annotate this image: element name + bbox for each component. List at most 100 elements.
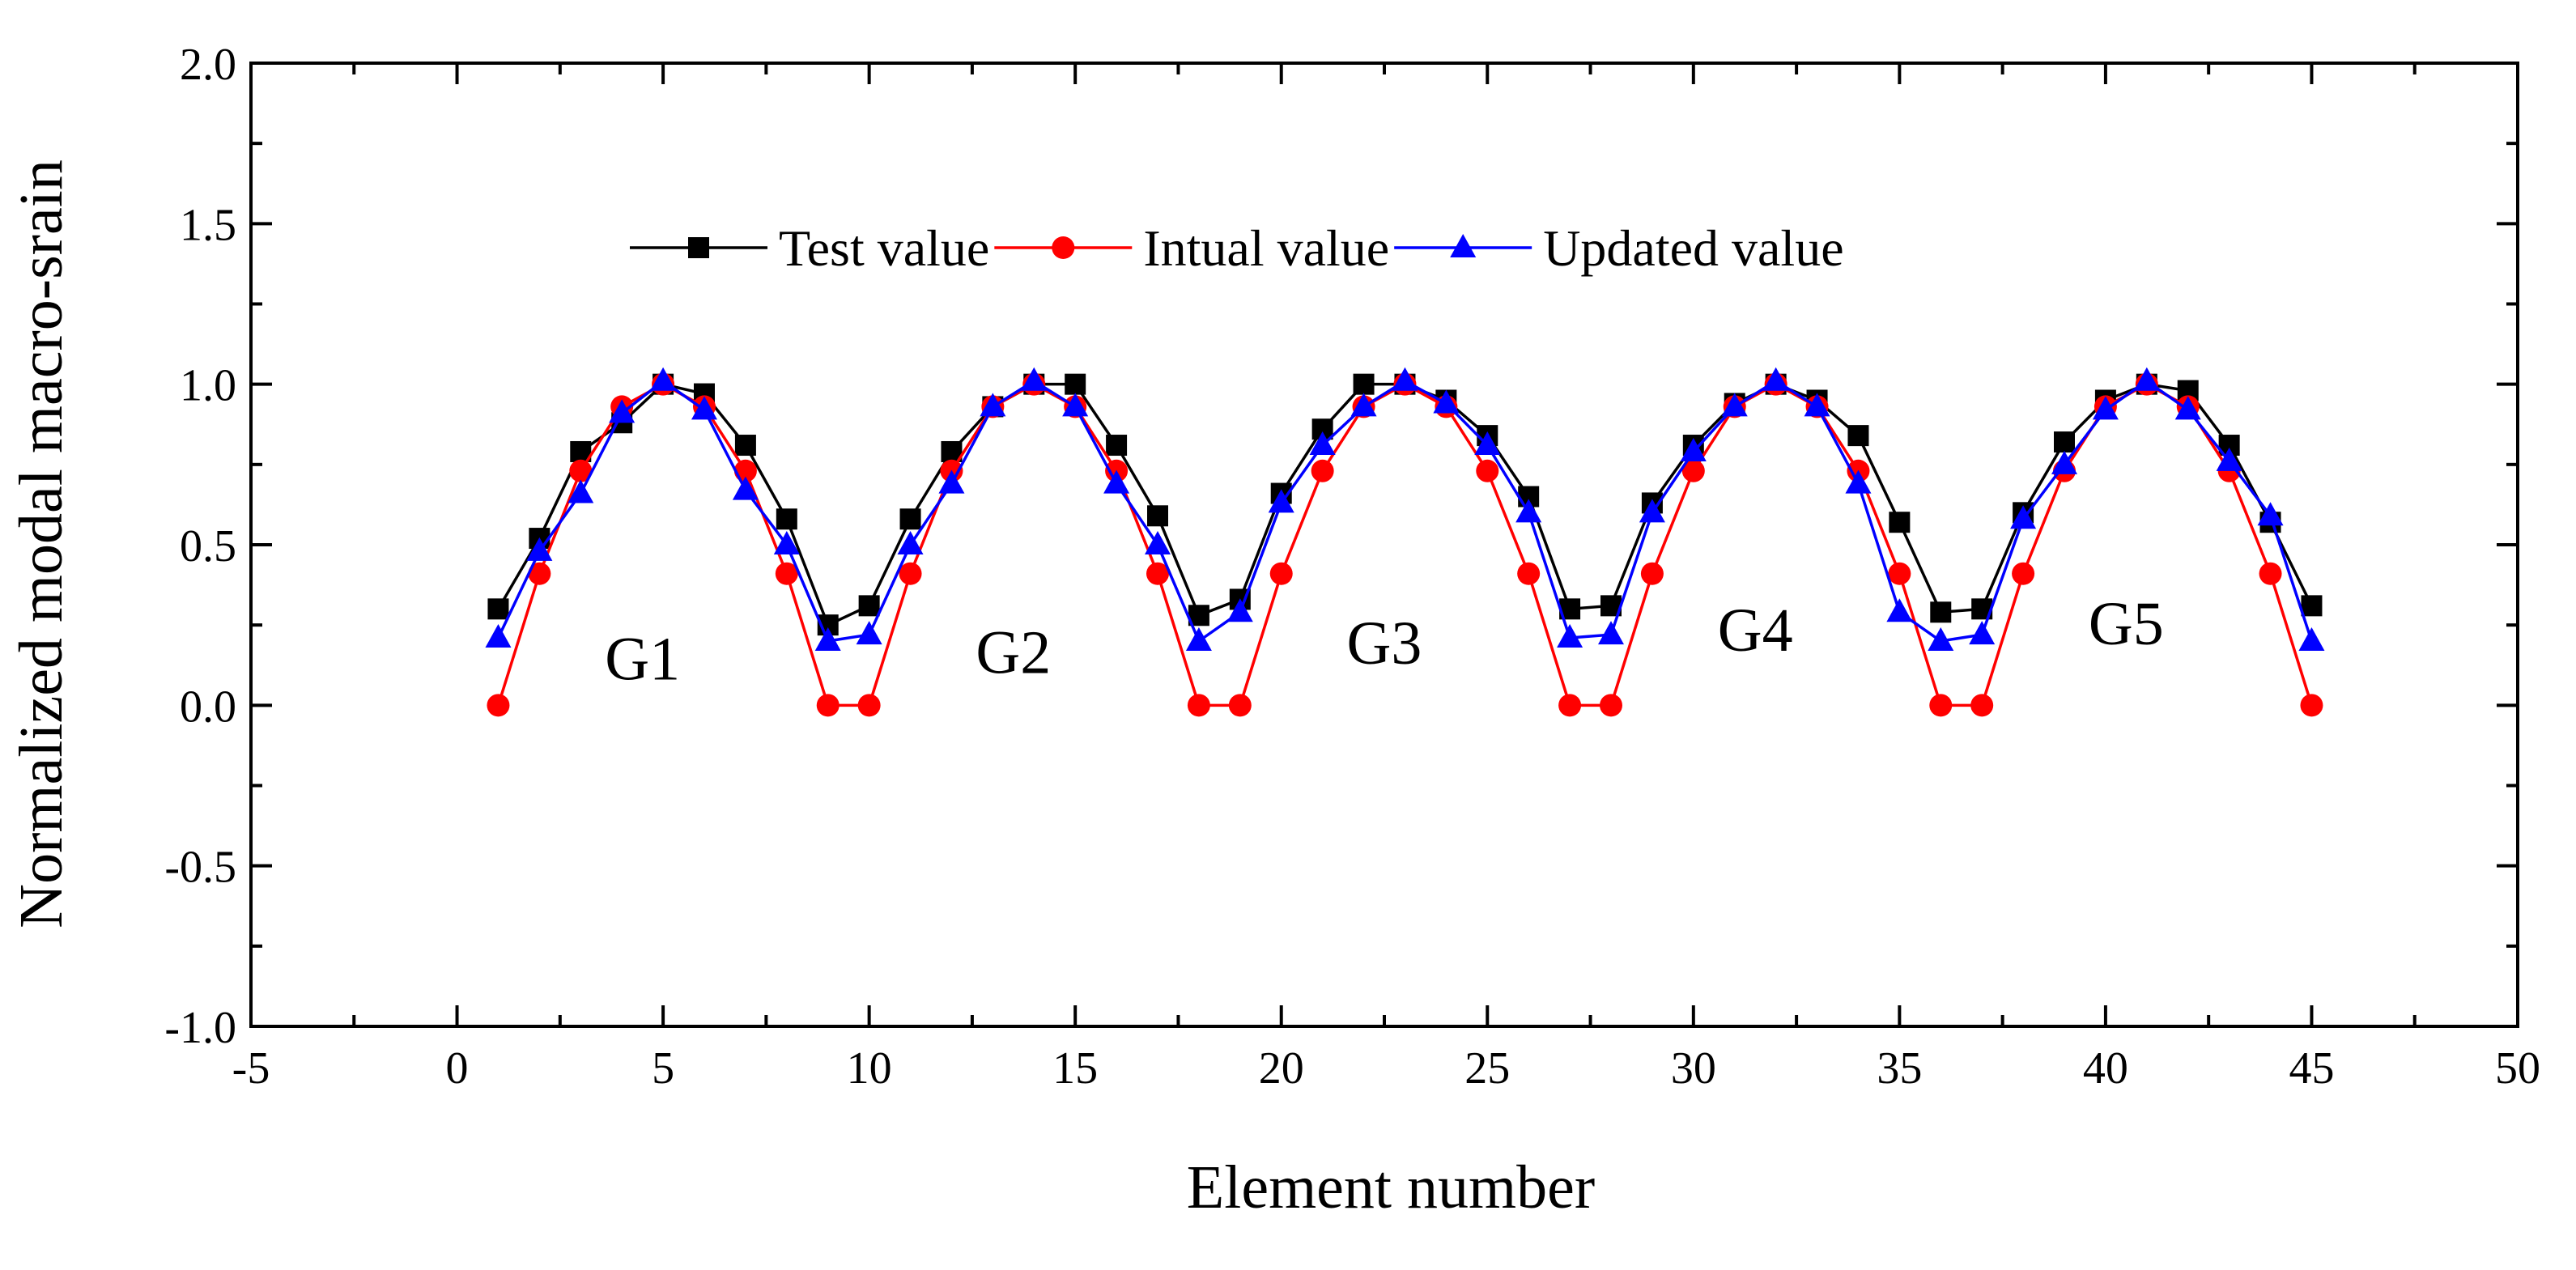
data-point-updated-value — [1309, 431, 1336, 456]
legend-item-test-value: Test value — [630, 219, 989, 277]
series-line-test-value — [496, 382, 2314, 627]
data-point-updated-value — [691, 396, 717, 420]
data-point-intual-value — [1146, 562, 1169, 585]
data-point-test-value — [2054, 431, 2075, 453]
data-point-updated-value — [1804, 393, 1830, 417]
data-point-updated-value — [2174, 396, 2201, 420]
data-point-test-value — [734, 435, 756, 457]
legend-label-test-value: Test value — [779, 219, 989, 277]
data-point-updated-value — [2133, 367, 2160, 391]
data-point-updated-value — [2051, 450, 2077, 474]
y-tick-label: -1.0 — [164, 1003, 236, 1053]
y-axis-title: Normalized modal macro-srain — [7, 159, 75, 928]
data-point-updated-value — [773, 531, 800, 554]
y-tick-label: 2.0 — [180, 40, 236, 90]
series-line-updated-value — [496, 379, 2314, 643]
x-axis-title: Element number — [1187, 1153, 1595, 1221]
data-point-test-value — [776, 508, 797, 530]
data-point-intual-value — [1311, 459, 1334, 482]
data-point-test-value — [2301, 595, 2323, 617]
y-tick-label: 0.0 — [180, 682, 236, 732]
x-tick-label: 0 — [446, 1043, 469, 1094]
data-point-test-value — [858, 595, 880, 617]
data-point-updated-value — [1145, 531, 1171, 554]
data-point-intual-value — [1640, 562, 1664, 585]
data-point-intual-value — [1517, 562, 1541, 585]
data-point-updated-value — [609, 399, 635, 423]
data-point-test-value — [1847, 425, 1869, 447]
data-point-updated-value — [1021, 367, 1048, 391]
data-point-updated-value — [485, 624, 512, 648]
data-point-test-value — [1147, 505, 1168, 527]
data-point-updated-value — [1268, 489, 1294, 513]
x-tick-label: 5 — [652, 1043, 674, 1094]
data-point-updated-value — [2092, 396, 2119, 420]
data-point-intual-value — [1476, 459, 1499, 482]
data-point-updated-value — [732, 476, 759, 500]
series-layer — [485, 367, 2325, 717]
group-label-g3: G3 — [1347, 610, 1422, 677]
data-point-intual-value — [775, 562, 798, 585]
legend: Test value Intual value Updated value — [630, 219, 1844, 277]
data-point-updated-value — [1185, 627, 1212, 651]
data-point-intual-value — [2012, 562, 2035, 585]
data-point-test-value — [899, 508, 921, 530]
group-label-g1: G1 — [605, 626, 680, 694]
data-point-test-value — [1106, 435, 1128, 457]
legend-item-updated-value: Updated value — [1394, 219, 1844, 277]
data-point-updated-value — [1845, 469, 1872, 494]
x-tick-label: -5 — [232, 1043, 270, 1094]
data-point-updated-value — [1350, 393, 1377, 417]
data-point-intual-value — [487, 694, 510, 717]
y-tick-label: -0.5 — [164, 843, 236, 893]
data-point-updated-value — [1557, 624, 1583, 648]
data-point-intual-value — [2259, 562, 2282, 585]
data-point-updated-value — [1226, 598, 1253, 622]
data-point-intual-value — [1228, 694, 1252, 717]
data-point-updated-value — [938, 469, 965, 494]
legend-marker-intual-value — [1052, 236, 1075, 259]
data-point-intual-value — [1600, 694, 1622, 717]
x-tick-label: 40 — [2083, 1043, 2128, 1094]
data-point-updated-value — [2216, 447, 2242, 471]
data-point-intual-value — [1681, 459, 1705, 482]
x-tick-label: 45 — [2289, 1043, 2334, 1094]
data-point-test-value — [1065, 373, 1086, 395]
data-point-intual-value — [899, 562, 922, 585]
data-point-updated-value — [856, 621, 882, 645]
data-point-updated-value — [897, 531, 924, 554]
data-point-updated-value — [814, 627, 841, 651]
group-label-g2: G2 — [976, 619, 1051, 687]
data-point-updated-value — [1103, 469, 1130, 494]
x-tick-label: 50 — [2495, 1043, 2540, 1094]
data-point-test-value — [487, 598, 509, 620]
data-point-updated-value — [1639, 499, 1665, 523]
data-point-updated-value — [1392, 367, 1418, 391]
data-point-test-value — [1930, 601, 1952, 623]
y-tick-label: 1.5 — [180, 200, 236, 250]
data-point-intual-value — [2300, 694, 2323, 717]
data-point-intual-value — [816, 694, 840, 717]
group-label-g5: G5 — [2089, 590, 2164, 658]
data-point-intual-value — [1558, 694, 1582, 717]
series-updated-value — [485, 367, 2325, 651]
series-test-value — [487, 373, 2323, 636]
data-point-updated-value — [2257, 502, 2284, 526]
data-point-intual-value — [569, 459, 593, 482]
x-tick-label: 10 — [847, 1043, 892, 1094]
data-point-updated-value — [1762, 367, 1789, 391]
x-tick-label: 25 — [1464, 1043, 1510, 1094]
x-tick-label: 15 — [1052, 1043, 1098, 1094]
data-point-updated-value — [1433, 389, 1460, 414]
data-point-intual-value — [1929, 694, 1953, 717]
legend-label-intual-value: Intual value — [1143, 219, 1389, 277]
data-point-updated-value — [1721, 393, 1748, 417]
data-point-updated-value — [980, 393, 1006, 417]
data-point-intual-value — [1187, 694, 1210, 717]
annotations-layer: G1 G2 G3 G4 G5 — [605, 590, 2164, 694]
x-tick-label: 35 — [1877, 1043, 1922, 1094]
plot-frame — [249, 62, 2519, 1028]
data-point-intual-value — [1970, 694, 1994, 717]
data-point-updated-value — [1928, 627, 1954, 651]
